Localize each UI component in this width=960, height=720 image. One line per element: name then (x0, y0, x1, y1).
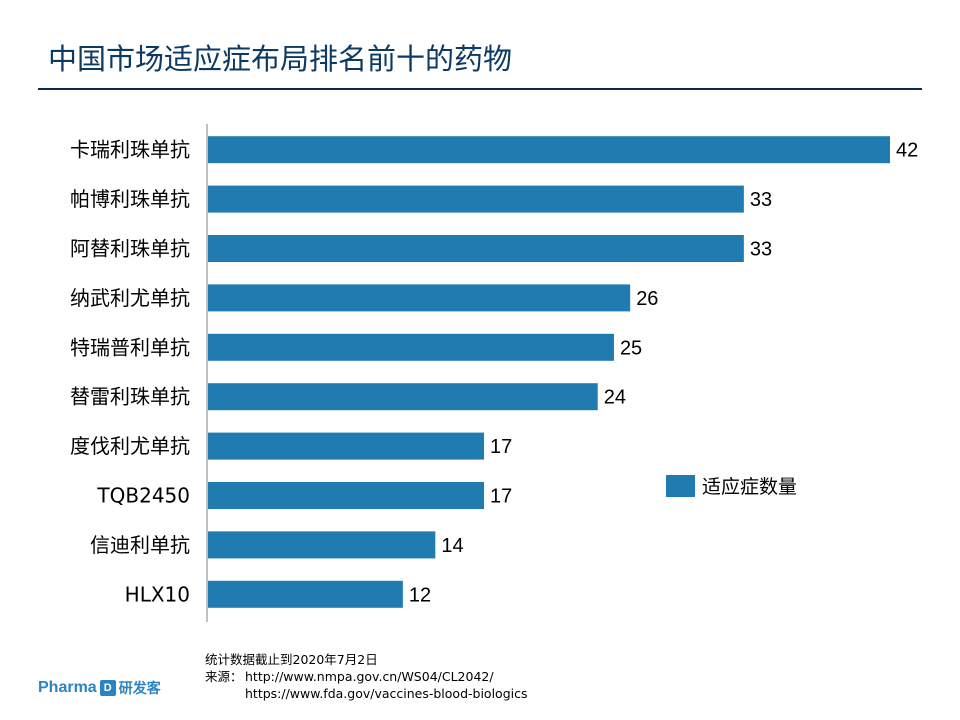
value-label: 17 (490, 436, 512, 458)
value-label: 17 (490, 486, 512, 508)
legend-label: 适应症数量 (702, 476, 797, 498)
value-label: 24 (604, 387, 626, 409)
bar (208, 432, 485, 460)
source-link-nmpa[interactable]: http://www.nmpa.gov.cn/WS04/CL2042/ (245, 669, 494, 684)
category-label: TQB2450 (96, 484, 190, 508)
value-label: 25 (620, 337, 642, 359)
value-label: 14 (441, 535, 463, 557)
category-label: 帕博利珠单抗 (70, 187, 190, 211)
value-label: 42 (896, 140, 918, 162)
value-label: 12 (409, 584, 431, 606)
bar (208, 136, 890, 164)
bar (208, 185, 744, 213)
value-label: 26 (636, 288, 658, 310)
category-label: 替雷利珠单抗 (70, 385, 190, 409)
legend: 适应症数量 (666, 475, 797, 498)
logo-text-en: Pharma (38, 679, 97, 696)
source-link-fda[interactable]: https://www.fda.gov/vaccines-blood-biolo… (245, 686, 528, 701)
bar (208, 235, 744, 262)
category-label: 纳武利尤单抗 (70, 286, 190, 310)
legend-swatch (666, 475, 695, 497)
category-label: 阿替利珠单抗 (70, 237, 190, 261)
bar (208, 531, 436, 559)
bar (208, 580, 403, 608)
bar (208, 333, 614, 361)
category-label: 特瑞普利单抗 (70, 335, 190, 359)
logo-mark-icon: D (99, 680, 116, 696)
title-divider (38, 88, 922, 90)
category-label: 信迪利单抗 (90, 533, 190, 557)
bar (208, 482, 485, 509)
date-note: 统计数据截止到2020年7月2日 (205, 652, 378, 667)
footnote: 统计数据截止到2020年7月2日 来源： http://www.nmpa.gov… (205, 651, 528, 702)
pharmad-logo: Pharma D 研发客 (38, 678, 161, 698)
logo-text-cn: 研发客 (118, 681, 161, 697)
bar (208, 383, 598, 411)
value-label: 33 (750, 189, 772, 211)
category-label: HLX10 (125, 582, 190, 606)
category-label: 度伐利尤单抗 (70, 434, 190, 458)
page-title: 中国市场适应症布局排名前十的药物 (48, 42, 513, 76)
bar (208, 284, 631, 312)
value-label: 33 (750, 239, 772, 261)
source-label: 来源： (205, 669, 243, 684)
category-label: 卡瑞利珠单抗 (70, 138, 190, 162)
